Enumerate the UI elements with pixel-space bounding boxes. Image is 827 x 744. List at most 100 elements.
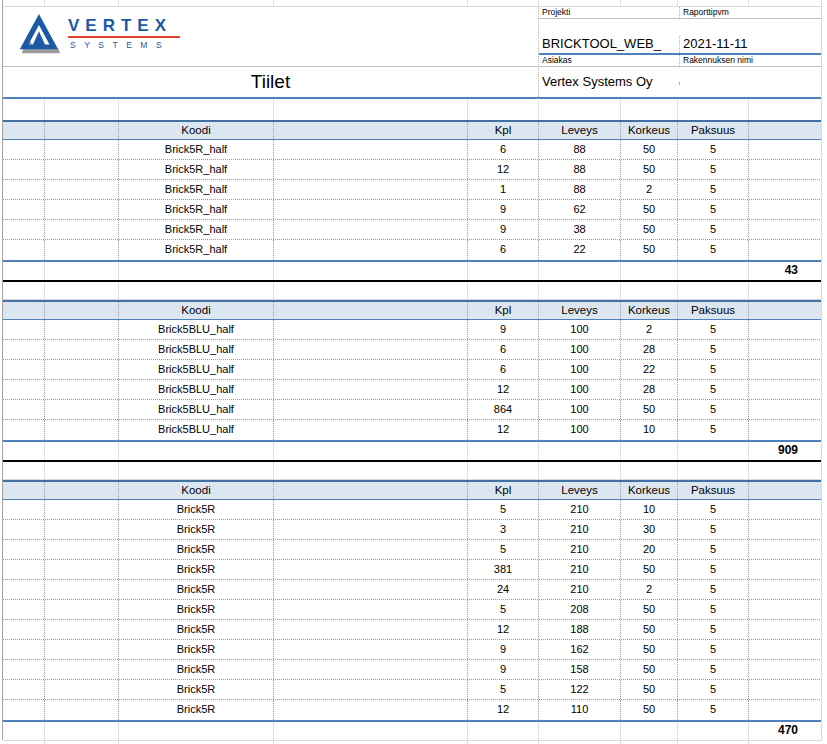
grid-gap-row <box>3 99 822 120</box>
cell-kpl: 9 <box>467 320 538 339</box>
column-header-kpl: Kpl <box>467 482 538 499</box>
cell-empty <box>748 520 822 539</box>
cell-korkeus: 50 <box>620 140 677 159</box>
cell-empty <box>748 580 822 599</box>
table-header-row: Koodi Kpl Leveys Korkeus Paksuus <box>3 480 822 500</box>
cell-empty <box>44 240 118 260</box>
cell-empty <box>748 620 822 639</box>
cell-empty <box>3 500 44 519</box>
cell-kpl: 5 <box>467 600 538 619</box>
column-header-paksuus: Paksuus <box>677 122 748 139</box>
cell-leveys: 210 <box>538 540 620 559</box>
cell-koodi: Brick5R_half <box>118 180 273 199</box>
table-row: Brick5R_half938505 <box>3 220 822 240</box>
cell-paksuus: 5 <box>677 580 748 599</box>
vertex-triangle-logo-icon <box>15 11 61 57</box>
cell-empty <box>273 220 467 239</box>
cell-empty <box>3 320 44 339</box>
column-header-korkeus: Korkeus <box>620 122 677 139</box>
raporttipvm-value: 2021-11-11 <box>679 36 822 53</box>
cell-empty <box>273 620 467 639</box>
column-header-korkeus: Korkeus <box>620 302 677 319</box>
table-row: Brick5R2421025 <box>3 580 822 600</box>
sheet-left-border <box>2 0 3 740</box>
cell-korkeus: 30 <box>620 520 677 539</box>
cell-empty <box>44 220 118 239</box>
cell-korkeus: 50 <box>620 680 677 699</box>
cell-empty <box>748 600 822 619</box>
cell-empty <box>3 400 44 419</box>
logo-sub-name: SYSTEMS <box>68 40 180 50</box>
cell-empty <box>748 340 822 359</box>
cell-empty <box>748 700 822 720</box>
cell-kpl: 12 <box>467 700 538 720</box>
cell-empty <box>44 160 118 179</box>
cell-empty <box>44 420 118 440</box>
cell-empty <box>3 560 44 579</box>
cell-koodi: Brick5BLU_half <box>118 340 273 359</box>
cell-empty <box>273 500 467 519</box>
cell-empty <box>3 620 44 639</box>
cell-paksuus: 5 <box>677 340 748 359</box>
cell-empty <box>748 540 822 559</box>
cell-empty <box>3 160 44 179</box>
cell-empty <box>3 340 44 359</box>
bottom-grid-strip <box>3 740 822 744</box>
cell-koodi: Brick5R_half <box>118 200 273 219</box>
cell-koodi: Brick5R_half <box>118 140 273 159</box>
table-row: Brick5R9158505 <box>3 660 822 680</box>
cell-leveys: 88 <box>538 160 620 179</box>
cell-empty <box>748 500 822 519</box>
cell-koodi: Brick5R <box>118 560 273 579</box>
cell-empty <box>273 600 467 619</box>
cell-korkeus: 50 <box>620 700 677 720</box>
column-header-koodi: Koodi <box>118 302 273 319</box>
asiakas-value: Vertex Systems Oy <box>539 74 679 91</box>
cell-kpl: 5 <box>467 680 538 699</box>
sheet-right-border <box>821 0 822 740</box>
cell-empty <box>44 360 118 379</box>
table-row: Brick5R 12110505 <box>3 700 822 720</box>
cell-empty <box>748 560 822 579</box>
cell-kpl: 3 <box>467 520 538 539</box>
cell-koodi: Brick5R <box>118 500 273 519</box>
cell-leveys: 100 <box>538 360 620 379</box>
cell-empty <box>3 600 44 619</box>
cell-leveys: 162 <box>538 640 620 659</box>
table-row: Brick5R381210505 <box>3 560 822 580</box>
cell-empty <box>273 200 467 219</box>
cell-paksuus: 5 <box>677 660 748 679</box>
cell-paksuus: 5 <box>677 620 748 639</box>
cell-korkeus: 10 <box>620 420 677 440</box>
cell-leveys: 122 <box>538 680 620 699</box>
cell-kpl: 9 <box>467 660 538 679</box>
cell-kpl: 381 <box>467 560 538 579</box>
cell-koodi: Brick5R <box>118 580 273 599</box>
column-header-leveys: Leveys <box>538 122 620 139</box>
cell-empty <box>748 200 822 219</box>
table-row: Brick5R5122505 <box>3 680 822 700</box>
brick-table-1: Koodi Kpl Leveys Korkeus Paksuus Brick5R… <box>3 120 822 282</box>
cell-koodi: Brick5R <box>118 540 273 559</box>
cell-paksuus: 5 <box>677 540 748 559</box>
report-sheet: VERTEX SYSTEMS Projekti Raporttipvm BRIC… <box>0 0 827 744</box>
cell-kpl: 6 <box>467 240 538 260</box>
brick-table-3: Koodi Kpl Leveys Korkeus Paksuus Brick5R… <box>3 480 822 740</box>
table-row: Brick5R_half962505 <box>3 200 822 220</box>
cell-leveys: 62 <box>538 200 620 219</box>
cell-kpl: 5 <box>467 540 538 559</box>
table-row: Brick5R5208505 <box>3 600 822 620</box>
table-row: Brick5R_half688505 <box>3 140 822 160</box>
cell-korkeus: 28 <box>620 380 677 399</box>
cell-paksuus: 5 <box>677 700 748 720</box>
cell-leveys: 110 <box>538 700 620 720</box>
cell-empty <box>748 360 822 379</box>
cell-leveys: 22 <box>538 240 620 260</box>
column-header-paksuus: Paksuus <box>677 482 748 499</box>
cell-koodi: Brick5R <box>118 700 273 720</box>
cell-empty <box>273 640 467 659</box>
table-row: Brick5BLU_half12100105 <box>3 420 822 440</box>
cell-paksuus: 5 <box>677 200 748 219</box>
cell-korkeus: 50 <box>620 200 677 219</box>
cell-korkeus: 50 <box>620 660 677 679</box>
